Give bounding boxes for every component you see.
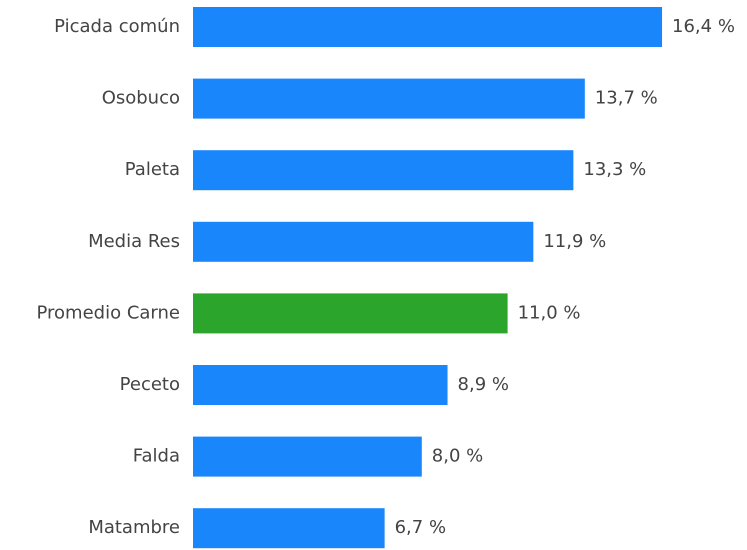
- category-label: Paleta: [125, 159, 180, 180]
- category-label: Peceto: [120, 374, 180, 395]
- category-label: Picada común: [54, 16, 180, 37]
- value-label: 13,3 %: [583, 159, 646, 180]
- bar: [193, 221, 534, 262]
- category-label: Promedio Carne: [37, 302, 181, 323]
- bar: [193, 508, 385, 549]
- category-label: Falda: [133, 446, 180, 467]
- value-label: 16,4 %: [672, 16, 735, 37]
- bar: [193, 365, 448, 405]
- bar: [193, 293, 508, 334]
- bar: [193, 150, 574, 191]
- bar: [193, 78, 585, 119]
- value-label: 11,9 %: [543, 231, 606, 252]
- bar: [193, 436, 422, 477]
- value-label: 11,0 %: [518, 302, 581, 323]
- category-label: Matambre: [88, 517, 180, 538]
- bar: [193, 7, 663, 47]
- value-label: 8,0 %: [432, 446, 483, 467]
- category-label: Media Res: [88, 231, 180, 252]
- value-label: 13,7 %: [595, 88, 658, 109]
- category-label: Osobuco: [102, 88, 180, 109]
- value-label: 8,9 %: [458, 374, 509, 395]
- value-label: 6,7 %: [395, 517, 446, 538]
